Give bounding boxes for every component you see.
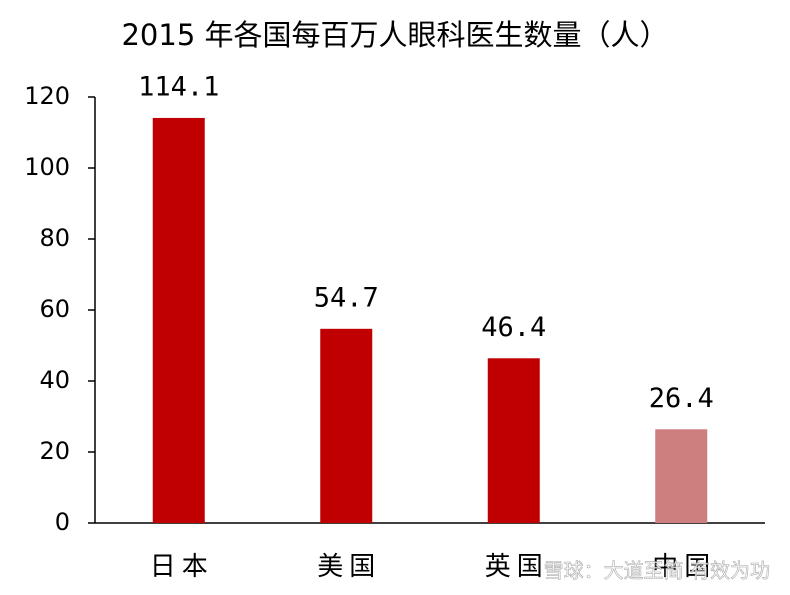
y-tick-label: 100 xyxy=(24,153,70,181)
value-label: 114.1 xyxy=(138,71,219,102)
y-tick-label: 80 xyxy=(39,224,70,252)
x-tick-label: 日本 xyxy=(150,552,214,582)
x-tick-label: 英国 xyxy=(485,552,549,582)
chart-title: 2015 年各国每百万人眼科医生数量（人） xyxy=(121,18,668,52)
value-label: 46.4 xyxy=(481,312,546,343)
value-label: 54.7 xyxy=(314,282,379,313)
x-tick-label: 美国 xyxy=(317,552,381,582)
x-tick-label: 中国 xyxy=(652,552,716,582)
y-tick-label: 20 xyxy=(39,437,70,465)
y-tick-label: 0 xyxy=(55,508,70,536)
bar xyxy=(487,358,540,523)
bar xyxy=(152,117,205,523)
y-tick-label: 120 xyxy=(24,82,70,110)
watermark: 雪球：大道至简 有效为功 xyxy=(544,559,770,583)
y-tick-label: 40 xyxy=(39,366,70,394)
bar xyxy=(320,328,373,523)
y-tick-label: 60 xyxy=(39,295,70,323)
value-label: 26.4 xyxy=(649,383,714,414)
bar xyxy=(655,429,708,523)
